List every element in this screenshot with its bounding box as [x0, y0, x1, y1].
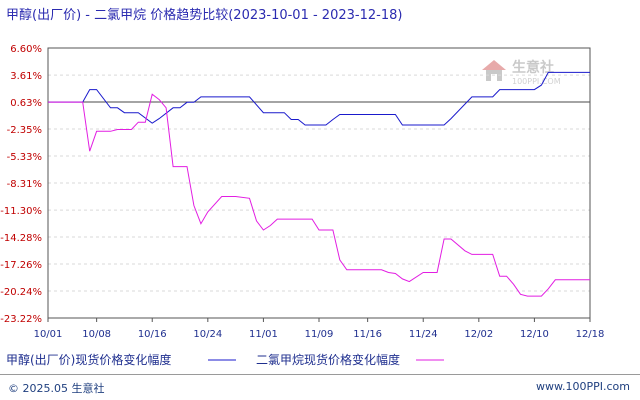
x-tick-label: 10/01 [34, 329, 63, 340]
legend-label-dichloromethane: 二氯甲烷现货价格变化幅度 [256, 352, 400, 367]
series-methanol-line [48, 71, 590, 126]
plot-frame [47, 47, 591, 319]
y-tick-label: -5.33% [7, 152, 42, 163]
watermark-sub: 100PPI.COM [512, 77, 561, 86]
x-tick-label: 12/10 [520, 329, 549, 340]
watermark-logo: 生意社 100PPI.COM [482, 59, 561, 86]
chart-title: 甲醇(出厂价) - 二氯甲烷 价格趋势比较(2023-10-01 - 2023-… [6, 8, 403, 23]
y-axis-tick-labels: 6.60% 3.61% 0.63% -2.35% -5.33% -8.31% -11.30%… [0, 44, 42, 325]
x-tick-label: 10/24 [193, 329, 222, 340]
y-tick-label: 3.61% [10, 71, 42, 82]
line-chart: 生意社 100PPI.COM 6.60% 3.61% 0.63% -2.35% -5.3… [0, 44, 605, 367]
legend: 甲醇(出厂价)现货价格变化幅度 二氯甲烷现货价格变化幅度 [6, 352, 444, 367]
grid-lines [48, 47, 590, 319]
x-tick-label: 10/16 [138, 329, 167, 340]
x-tick-label: 10/08 [82, 329, 111, 340]
y-tick-label: 6.60% [10, 44, 42, 55]
y-tick-label: -20.24% [0, 287, 42, 298]
copyright-text: © 2025.05 生意社 [8, 382, 105, 395]
y-tick-label: -11.30% [0, 206, 42, 217]
x-tick-label: 12/18 [576, 329, 605, 340]
watermark-name: 生意社 [512, 59, 554, 76]
site-link[interactable]: www.100PPI.com [536, 380, 630, 393]
x-tick-label: 12/02 [464, 329, 493, 340]
x-axis-tick-labels: 10/01 10/08 10/16 10/24 11/01 11/09 11/16 11/24… [34, 318, 605, 340]
series-dichloromethane-line [48, 93, 590, 297]
y-tick-label: -17.26% [0, 260, 42, 271]
x-tick-label: 11/09 [305, 329, 334, 340]
legend-label-methanol: 甲醇(出厂价)现货价格变化幅度 [6, 352, 171, 367]
x-tick-label: 11/01 [249, 329, 278, 340]
x-tick-label: 11/16 [353, 329, 382, 340]
y-tick-label: -23.22% [0, 314, 42, 325]
y-tick-label: -14.28% [0, 233, 42, 244]
house-logo-icon [482, 60, 506, 81]
x-tick-label: 11/24 [409, 329, 438, 340]
y-tick-label: -8.31% [7, 179, 42, 190]
y-tick-label: 0.63% [10, 98, 42, 109]
y-tick-label: -2.35% [7, 125, 42, 136]
footer-bar: © 2025.05 生意社 www.100PPI.com [0, 374, 640, 400]
